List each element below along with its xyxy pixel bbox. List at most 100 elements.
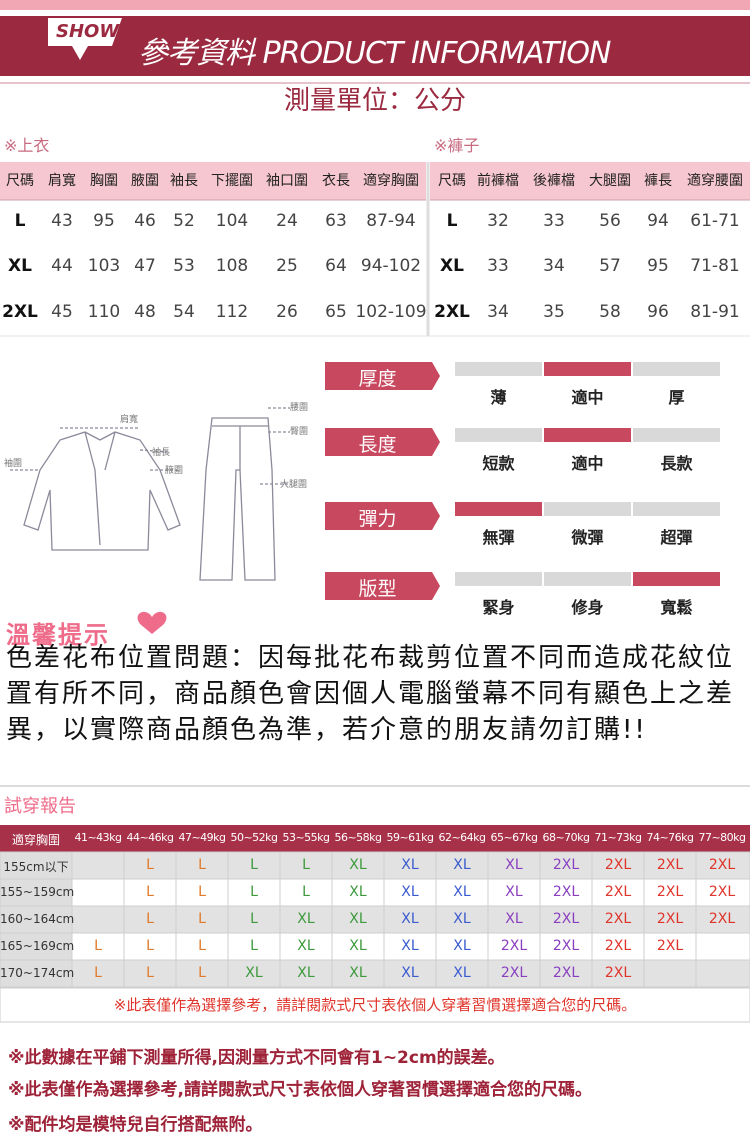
weight-range: 53~55kg bbox=[282, 831, 330, 844]
size-value: 52 bbox=[173, 211, 195, 231]
heart-icon bbox=[137, 611, 167, 634]
rating-label-bg bbox=[325, 362, 440, 390]
size-value: 71-81 bbox=[690, 256, 740, 276]
rating-option: 超彈 bbox=[660, 528, 693, 547]
rating-segment-selected bbox=[544, 428, 631, 442]
size-value: 47 bbox=[134, 256, 156, 276]
tip-title: 溫馨提示 bbox=[6, 621, 110, 649]
fit-size: 2XL bbox=[708, 911, 736, 927]
diagram-label: 肩寬 bbox=[120, 415, 139, 425]
fit-size: 2XL bbox=[552, 884, 580, 900]
rating-segment bbox=[455, 572, 542, 586]
size-value: 35 bbox=[543, 302, 565, 322]
fit-size: 2XL bbox=[552, 965, 580, 981]
fitting-corner: 適穿胸圍 bbox=[11, 833, 60, 847]
rating-option: 修身 bbox=[571, 598, 604, 617]
fit-size: L bbox=[198, 857, 206, 873]
size-value: 45 bbox=[51, 302, 73, 322]
weight-range: 62~64kg bbox=[438, 831, 486, 844]
fit-size: XL bbox=[349, 965, 367, 981]
column-header: 尺碼 bbox=[438, 173, 466, 189]
fit-size: XL bbox=[453, 938, 471, 954]
column-header: 適穿胸圍 bbox=[363, 173, 419, 189]
fit-size: L bbox=[198, 911, 206, 927]
rating-option: 長款 bbox=[660, 454, 693, 473]
size-value: 32 bbox=[487, 211, 509, 231]
fit-size: XL bbox=[453, 911, 471, 927]
size-value: 61-71 bbox=[690, 211, 740, 231]
weight-range: 77~80kg bbox=[698, 831, 746, 844]
size-name: 2XL bbox=[434, 302, 470, 322]
fit-size: L bbox=[146, 857, 154, 873]
height-range: 170~174cm bbox=[0, 966, 75, 980]
rating-segment-selected bbox=[544, 362, 631, 376]
rating-option: 無彈 bbox=[482, 528, 515, 547]
fit-size: XL bbox=[297, 938, 315, 954]
fit-size: 2XL bbox=[500, 938, 528, 954]
diagram-label: 袖長 bbox=[152, 448, 171, 458]
fit-size: 2XL bbox=[708, 884, 736, 900]
column-header: 衣長 bbox=[322, 173, 350, 189]
fit-size: L bbox=[250, 911, 258, 927]
column-header: 大腿圍 bbox=[589, 173, 631, 189]
fitting-height-bg bbox=[0, 959, 73, 988]
fit-size: XL bbox=[401, 857, 419, 873]
rating-name: 厚度 bbox=[358, 368, 397, 390]
height-range: 155cm以下 bbox=[3, 860, 69, 874]
fitting-height-bg bbox=[0, 878, 73, 907]
column-header: 肩寬 bbox=[48, 173, 76, 189]
rating-segment bbox=[455, 362, 542, 376]
fit-size: XL bbox=[349, 857, 367, 873]
fit-size: L bbox=[302, 857, 310, 873]
top-strip bbox=[0, 0, 750, 10]
rating-segment bbox=[544, 502, 631, 516]
fit-size: XL bbox=[401, 938, 419, 954]
fit-size: XL bbox=[453, 884, 471, 900]
rating-segment bbox=[455, 428, 542, 442]
size-value: 33 bbox=[543, 211, 565, 231]
weight-range: 47~49kg bbox=[178, 831, 226, 844]
column-header: 褲長 bbox=[644, 173, 672, 189]
pants-label: ※褲子 bbox=[434, 136, 480, 155]
fit-size: L bbox=[198, 938, 206, 954]
size-value: 44 bbox=[51, 256, 73, 276]
diagram-label: 大腿圍 bbox=[280, 480, 308, 490]
rating-option: 緊身 bbox=[482, 598, 515, 617]
rating-name: 版型 bbox=[358, 578, 397, 600]
rating-segment bbox=[633, 502, 720, 516]
size-value: 103 bbox=[87, 256, 121, 276]
fit-size: XL bbox=[505, 911, 523, 927]
size-value: 95 bbox=[93, 211, 115, 231]
rating-option: 適中 bbox=[571, 388, 604, 407]
rating-option: 短款 bbox=[482, 454, 515, 473]
fit-size: L bbox=[146, 965, 154, 981]
fitting-note-box bbox=[0, 987, 750, 1023]
fit-size: 2XL bbox=[552, 911, 580, 927]
diagram-label: 臀圍 bbox=[290, 427, 309, 437]
size-value: 46 bbox=[134, 211, 156, 231]
rating-segment bbox=[633, 362, 720, 376]
fit-size: 2XL bbox=[604, 884, 632, 900]
fit-size: XL bbox=[453, 857, 471, 873]
fitting-note: ※此表僅作為選擇參考，請詳閱款式尺寸表依個人穿著習慣選擇適合您的尺碼。 bbox=[113, 996, 637, 1014]
fit-size: 2XL bbox=[656, 884, 684, 900]
rating-segment-selected bbox=[455, 502, 542, 516]
size-value: 25 bbox=[276, 256, 298, 276]
rating-segment bbox=[633, 428, 720, 442]
fit-size: XL bbox=[401, 884, 419, 900]
size-name: XL bbox=[8, 256, 32, 276]
rating-option: 適中 bbox=[571, 454, 604, 473]
height-range: 160~164cm bbox=[0, 912, 75, 926]
size-value: 48 bbox=[134, 302, 156, 322]
column-header: 尺碼 bbox=[6, 173, 34, 189]
size-value: 110 bbox=[87, 302, 121, 322]
size-value: 87-94 bbox=[366, 211, 416, 231]
fit-size: XL bbox=[349, 884, 367, 900]
fitting-row-bg bbox=[0, 878, 750, 907]
size-value: 112 bbox=[215, 302, 249, 322]
fit-size: XL bbox=[505, 857, 523, 873]
column-header: 前褲檔 bbox=[477, 173, 519, 189]
diagram-label: 袖圍 bbox=[4, 459, 23, 469]
